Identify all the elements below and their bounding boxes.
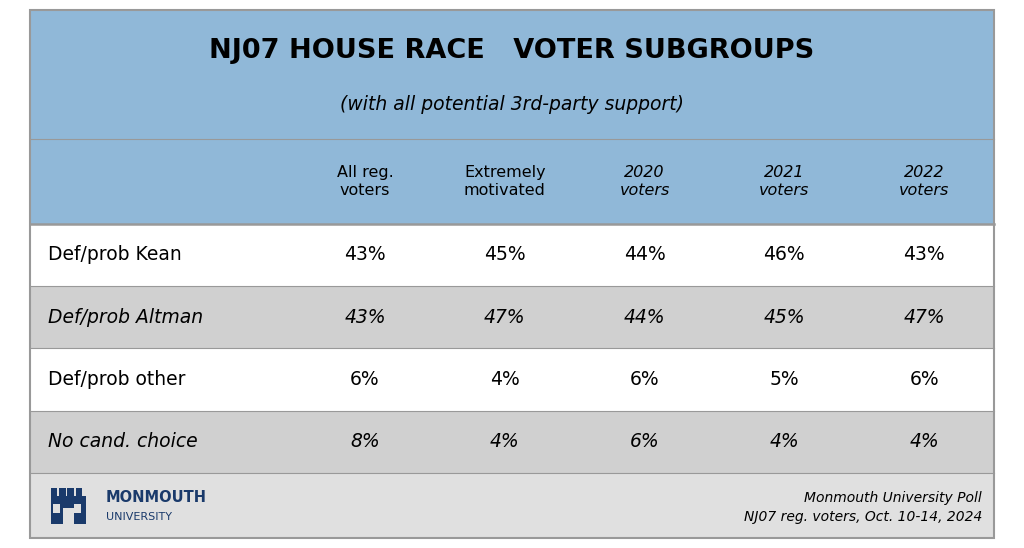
Text: NJ07 reg. voters, Oct. 10-14, 2024: NJ07 reg. voters, Oct. 10-14, 2024 (743, 510, 982, 524)
Bar (50, 496, 86, 524)
Text: 44%: 44% (624, 246, 666, 265)
Text: 6%: 6% (350, 370, 380, 389)
Text: 4%: 4% (769, 432, 799, 452)
Bar (74, 504, 81, 512)
Text: 2021
voters: 2021 voters (759, 165, 810, 198)
Bar (59, 488, 66, 496)
Text: 47%: 47% (484, 308, 525, 327)
Text: Def/prob other: Def/prob other (48, 370, 185, 389)
Bar (62, 508, 74, 524)
Text: Monmouth University Poll: Monmouth University Poll (804, 491, 982, 505)
Text: 2020
voters: 2020 voters (620, 165, 670, 198)
Text: 4%: 4% (489, 370, 519, 389)
Text: (with all potential 3rd-party support): (with all potential 3rd-party support) (340, 95, 684, 114)
Bar (76, 488, 82, 496)
Text: 6%: 6% (909, 370, 939, 389)
Text: 44%: 44% (624, 308, 666, 327)
Bar (50, 488, 57, 496)
Bar (30, 224, 994, 286)
Text: All reg.
voters: All reg. voters (337, 165, 393, 198)
Bar (30, 411, 994, 473)
Text: 4%: 4% (909, 432, 939, 452)
Text: 8%: 8% (350, 432, 380, 452)
Text: Def/prob Altman: Def/prob Altman (48, 308, 203, 327)
Text: 4%: 4% (489, 432, 519, 452)
Text: NJ07 HOUSE RACE   VOTER SUBGROUPS: NJ07 HOUSE RACE VOTER SUBGROUPS (209, 38, 815, 65)
Text: 2022
voters: 2022 voters (899, 165, 949, 198)
Text: 6%: 6% (630, 370, 659, 389)
Bar (68, 488, 74, 496)
Text: 43%: 43% (344, 246, 386, 265)
Bar (30, 286, 994, 349)
Text: No cand. choice: No cand. choice (48, 432, 198, 452)
Text: Def/prob Kean: Def/prob Kean (48, 246, 181, 265)
Text: 45%: 45% (764, 308, 805, 327)
Text: Extremely
motivated: Extremely motivated (464, 165, 546, 198)
Bar (30, 139, 994, 224)
Text: UNIVERSITY: UNIVERSITY (105, 512, 172, 522)
Text: MONMOUTH: MONMOUTH (105, 490, 207, 505)
Text: 46%: 46% (764, 246, 805, 265)
Bar (53, 504, 60, 512)
Bar (30, 349, 994, 411)
Bar (30, 473, 994, 538)
Text: 47%: 47% (903, 308, 945, 327)
Text: 43%: 43% (903, 246, 945, 265)
Text: 43%: 43% (344, 308, 386, 327)
Text: 45%: 45% (484, 246, 525, 265)
Text: 5%: 5% (769, 370, 799, 389)
Text: 6%: 6% (630, 432, 659, 452)
